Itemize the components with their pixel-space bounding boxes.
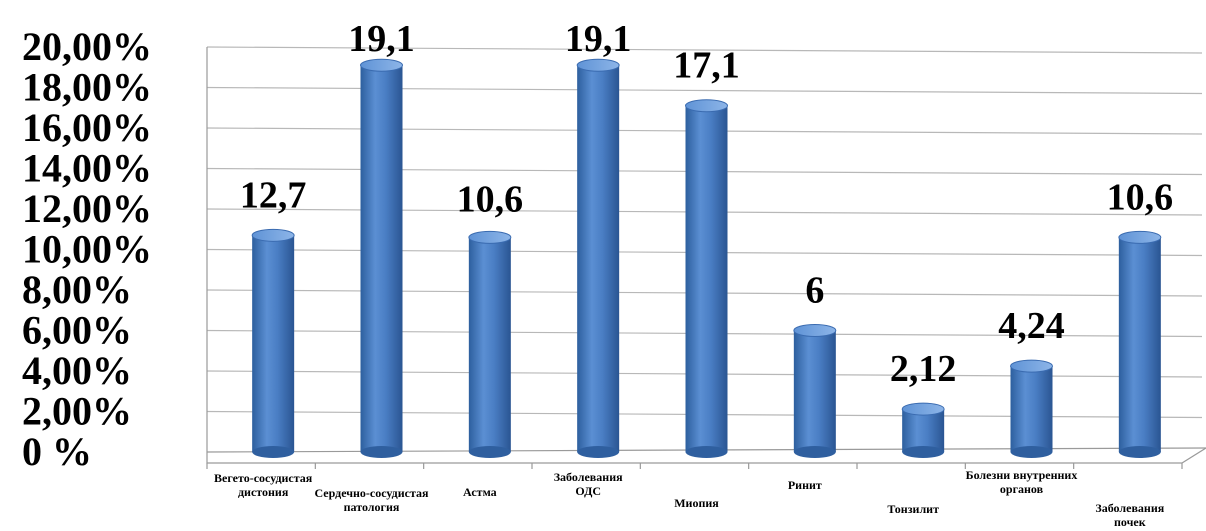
y-tick-label: 6,00% — [22, 308, 132, 353]
x-axis-floor — [206, 447, 1206, 464]
bar — [468, 230, 512, 458]
y-tick-label: 14,00% — [22, 146, 152, 191]
bar — [360, 58, 403, 458]
x-category-label: Заболевания почек — [1095, 501, 1164, 529]
data-label: 19,1 — [348, 18, 415, 60]
data-label: 10,6 — [457, 178, 524, 220]
data-label: 4,24 — [998, 305, 1065, 347]
y-tick-label: 2,00% — [22, 389, 132, 434]
x-category-label: Сердечно-сосудистая патология — [314, 486, 429, 514]
data-label: 19,1 — [565, 18, 632, 60]
data-label: 17,1 — [673, 45, 740, 87]
x-axis-category-labels: Вегето-сосудистая дистония Сердечно-сосуди… — [214, 468, 1165, 529]
y-tick-label: 20,00% — [22, 24, 152, 69]
data-label: 6 — [805, 270, 824, 312]
y-tick-label: 18,00% — [22, 65, 152, 110]
bar — [793, 324, 837, 458]
bar — [685, 99, 728, 458]
bar — [576, 58, 620, 458]
y-tick-label: 10,00% — [22, 227, 152, 272]
data-label: 2,12 — [890, 348, 957, 390]
bar — [251, 228, 295, 458]
gridline — [206, 46, 1203, 54]
x-category-label: Ринит — [788, 478, 822, 492]
x-category-label: Тонзилит — [887, 502, 939, 516]
x-category-label: Болезни внутренних органов — [966, 468, 1078, 496]
data-label: 12,7 — [240, 174, 307, 216]
bar — [901, 402, 945, 458]
bars — [251, 58, 1162, 458]
y-axis-tick-labels: 0 %2,00%4,00%6,00%8,00%10,00%12,00%14,00… — [22, 24, 152, 474]
y-tick-label: 4,00% — [22, 348, 132, 393]
x-category-label: Миопия — [674, 496, 719, 510]
y-tick-label: 16,00% — [22, 105, 152, 150]
y-tick-label: 12,00% — [22, 186, 152, 231]
x-category-label: Заболевания ОДС — [554, 470, 623, 498]
data-label: 10,6 — [1107, 176, 1174, 218]
gridline — [206, 86, 1203, 95]
y-tick-label: 8,00% — [22, 267, 132, 312]
x-category-label: Астма — [463, 485, 497, 499]
y-tick-label: 0 % — [22, 429, 92, 474]
x-category-label: Вегето-сосудистая дистония — [214, 471, 313, 499]
bar — [1010, 359, 1053, 458]
data-labels: 12,7 19,1 10,6 19,1 17,1 6 2,12 4,24 10,6 — [240, 18, 1173, 390]
bar — [1118, 230, 1162, 458]
